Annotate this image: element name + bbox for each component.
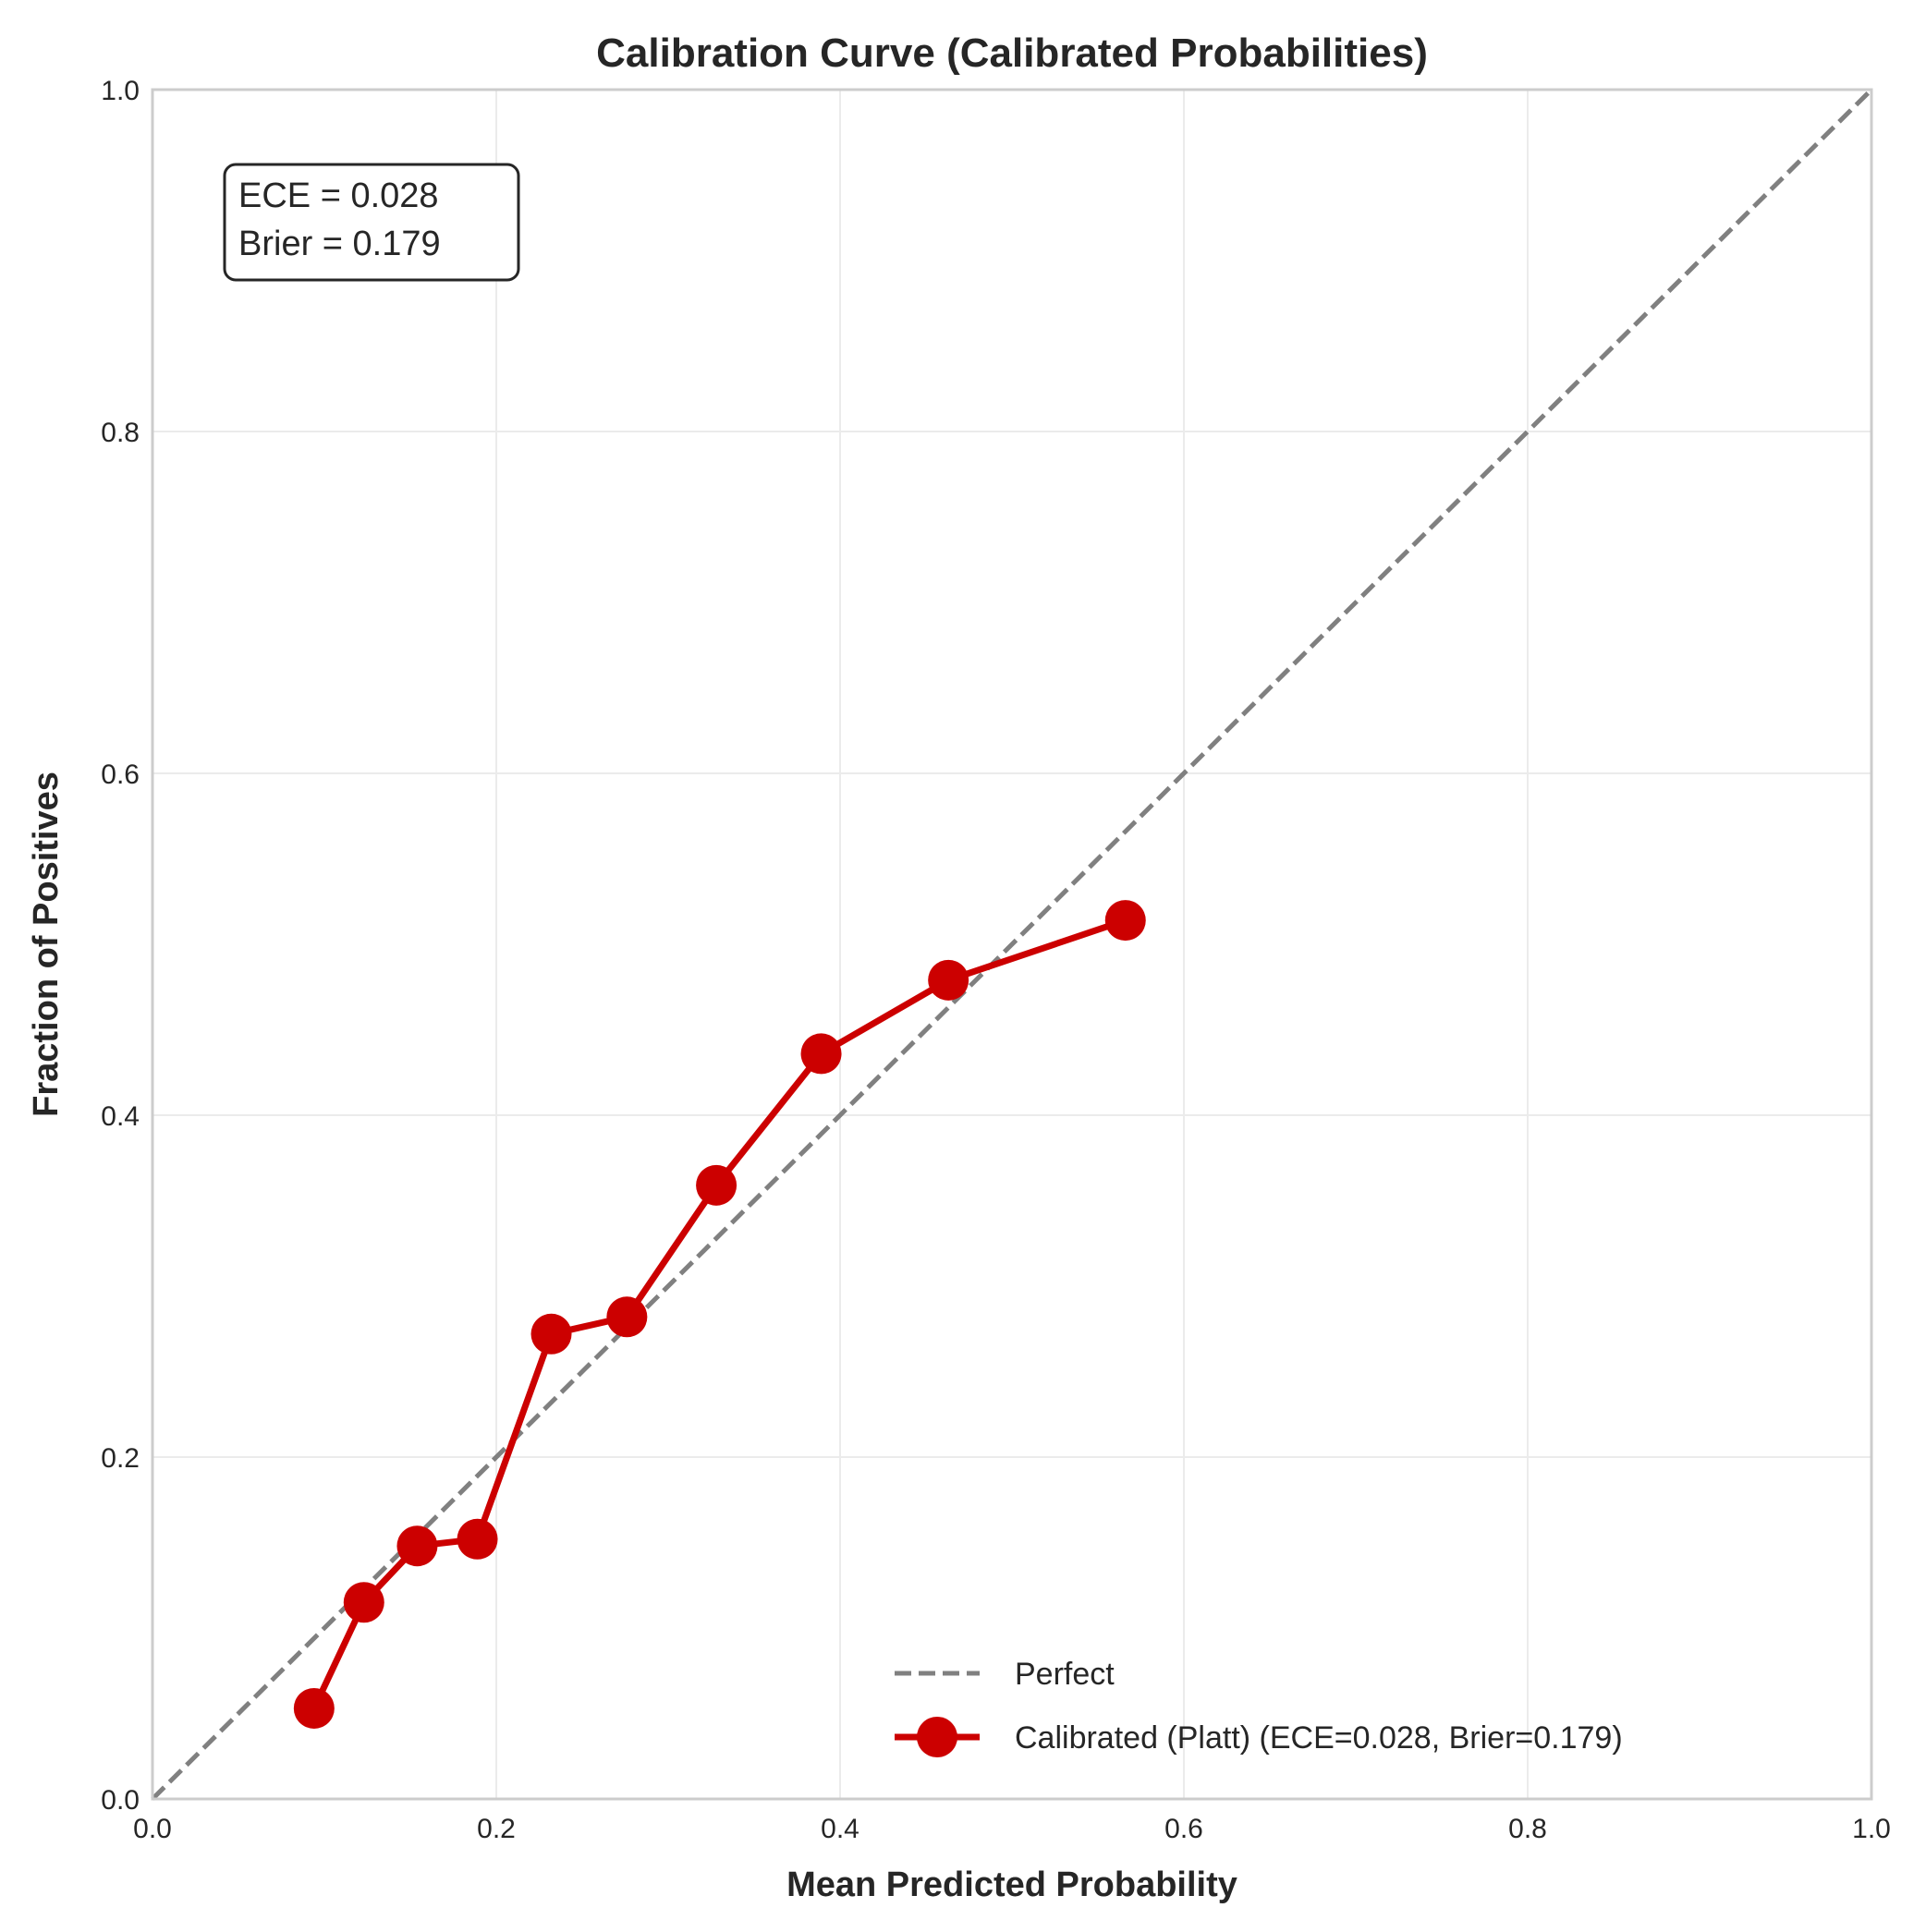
x-tick-label: 0.4 xyxy=(821,1814,859,1844)
legend-calibrated-label: Calibrated (Platt) (ECE=0.028, Brier=0.1… xyxy=(1015,1720,1623,1756)
calibrated-data-point xyxy=(343,1582,384,1623)
annotation-brier: Brier = 0.179 xyxy=(238,225,441,263)
y-tick-label: 0.8 xyxy=(101,418,140,448)
chart-title: Calibration Curve (Calibrated Probabilit… xyxy=(596,30,1428,76)
annotation-box xyxy=(223,163,520,282)
calibrated-data-point xyxy=(293,1687,335,1729)
calibrated-data-point xyxy=(396,1525,438,1567)
y-axis-label: Fraction of Positives xyxy=(27,772,66,1117)
x-tick-label: 1.0 xyxy=(1852,1814,1891,1844)
x-tick-label: 0.8 xyxy=(1508,1814,1547,1844)
plot-series xyxy=(151,88,1873,1801)
y-tick-label: 0.6 xyxy=(101,759,140,790)
calibrated-data-point xyxy=(696,1164,737,1206)
y-tick-label: 0.0 xyxy=(101,1785,140,1816)
x-axis-label: Mean Predicted Probability xyxy=(786,1865,1237,1904)
plot-frame xyxy=(151,88,1873,1801)
legend: Perfect Calibrated (Platt) (ECE=0.028, B… xyxy=(895,1657,1623,1757)
calibrated-data-point xyxy=(530,1313,572,1355)
y-tick-label: 0.2 xyxy=(101,1443,140,1474)
metrics-annotation: ECE = 0.028 Brier = 0.179 xyxy=(223,163,520,282)
calibrated-series-line xyxy=(311,917,1127,1710)
calibrated-data-point xyxy=(928,959,969,1001)
annotation-ece: ECE = 0.028 xyxy=(238,176,439,215)
legend-calibrated-marker xyxy=(917,1717,957,1757)
x-tick-label: 0.6 xyxy=(1164,1814,1203,1844)
axis-ticks: 0.0 0.2 0.4 0.6 0.8 1.0 0.0 0.2 0.4 0.6 0.8 1.0 xyxy=(101,76,1891,1844)
calibrated-data-point xyxy=(1104,900,1146,942)
calibrated-data-point xyxy=(457,1518,498,1560)
calibrated-data-point xyxy=(800,1033,842,1075)
x-tick-label: 0.2 xyxy=(477,1814,516,1844)
legend-perfect-label: Perfect xyxy=(1015,1657,1115,1692)
perfect-calibration-line xyxy=(151,88,1873,1801)
y-tick-label: 1.0 xyxy=(101,76,140,106)
x-tick-label: 0.0 xyxy=(133,1814,172,1844)
y-tick-label: 0.4 xyxy=(101,1101,140,1132)
calibrated-data-point xyxy=(606,1296,648,1338)
